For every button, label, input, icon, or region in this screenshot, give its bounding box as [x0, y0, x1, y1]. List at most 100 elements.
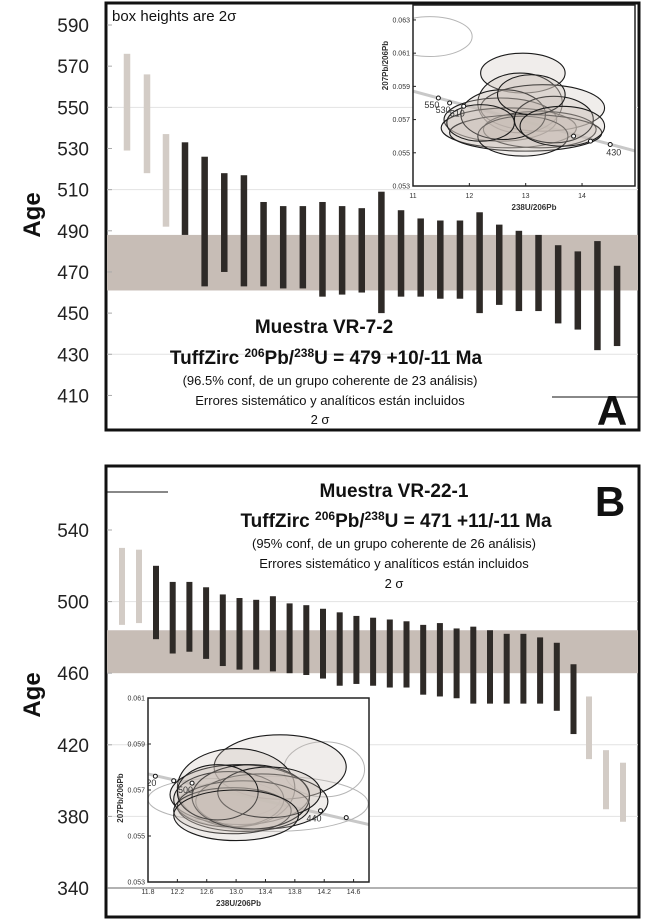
error-ellipse [217, 766, 322, 819]
y-tick-label: 490 [57, 222, 89, 243]
inset-y-tick-label: 0.061 [127, 696, 145, 703]
age-bar-coherent [397, 210, 405, 297]
age-bar-coherent [553, 642, 560, 711]
age-bar-rejected [119, 547, 125, 625]
age-bar-coherent [453, 628, 460, 699]
concordia-age-label: 440 [307, 814, 322, 824]
y-axis-label: Age [19, 672, 46, 717]
result-sup-206: 206 [315, 509, 335, 523]
inset-x-tick-label: 12.6 [200, 889, 214, 896]
result-prefix: TuffZirc [240, 511, 315, 532]
concordia-age-label: 510 [450, 108, 465, 118]
inset-x-tick-label: 12.2 [171, 889, 185, 896]
age-bar-coherent [370, 617, 377, 686]
age-bar-coherent [358, 208, 366, 293]
result-value: U = 471 +11/-11 Ma [385, 511, 552, 532]
concordia-age-marker [447, 100, 453, 106]
concordia-age-label: 500 [178, 785, 193, 795]
result-sup-238: 238 [294, 346, 314, 360]
y-tick-label: 510 [57, 181, 89, 202]
age-bar-coherent [303, 605, 310, 675]
inset-y-tick-label: 0.057 [127, 788, 145, 795]
age-bar-coherent [169, 581, 176, 654]
y-axis: 540 500 460 420 380 340 [57, 521, 638, 900]
confidence-note: (95% conf, de un grupo coherente de 26 a… [252, 536, 536, 551]
age-bar-coherent [594, 241, 601, 351]
y-tick-label: 500 [57, 593, 89, 614]
errors-note: Errores sistemático y analíticos están i… [195, 393, 465, 408]
error-ellipse [519, 105, 606, 147]
inset-x-tick-label: 13.8 [288, 889, 302, 896]
tuffzirc-result: TuffZirc 206Pb/238U = 479 +10/-11 Ma [170, 346, 483, 369]
panel-letter: A [597, 387, 627, 434]
age-bar-coherent [320, 608, 326, 679]
inset-x-axis-label: 238U/206Pb [512, 203, 557, 212]
age-bar-coherent [240, 175, 248, 287]
result-mid: Pb/ [265, 348, 295, 369]
tuffzirc-result: TuffZirc 206Pb/238U = 471 +11/-11 Ma [240, 509, 552, 532]
age-bar-rejected [123, 53, 131, 151]
y-tick-label: 570 [57, 57, 89, 78]
age-bar-coherent [420, 624, 427, 695]
inset-x-tick-label: 14.2 [317, 889, 331, 896]
concordia-age-marker [318, 808, 324, 814]
inset-x-tick-label: 14.6 [347, 889, 361, 896]
age-bar-coherent [613, 265, 621, 347]
sample-title: Muestra VR-22-1 [320, 481, 469, 502]
age-bar-coherent [487, 630, 493, 704]
y-tick-label: 450 [57, 304, 89, 325]
age-bar-coherent [221, 173, 228, 272]
concordia-age-marker [152, 773, 158, 779]
age-bars [119, 547, 626, 822]
sigma-note: 2 σ [311, 412, 330, 427]
age-bar-coherent [476, 212, 483, 314]
age-bar-coherent [319, 201, 326, 297]
panel-letter: B [595, 478, 625, 525]
age-bar-coherent [495, 224, 503, 305]
result-sup-206: 206 [245, 346, 265, 360]
error-ellipse [176, 764, 259, 821]
error-ellipse-rejected [413, 16, 473, 57]
age-bar-coherent [253, 599, 260, 670]
concordia-age-marker [607, 141, 613, 147]
y-tick-label: 540 [57, 521, 89, 542]
age-bar-coherent [338, 206, 346, 295]
y-tick-label: 410 [57, 386, 89, 407]
concordia-age-marker [189, 780, 195, 786]
age-bar-coherent [286, 603, 293, 674]
inset-x-tick-label: 13 [522, 193, 530, 200]
age-bar-coherent [520, 633, 527, 704]
inset-y-tick-label: 0.057 [392, 117, 410, 124]
age-bar-coherent [537, 637, 544, 704]
age-bar-coherent [515, 230, 523, 312]
concordia-inset: 520 500 440 11.8 12.2 12.6 13.0 13.4 13.8 14.2 14.… [116, 696, 370, 908]
age-bar-coherent [417, 218, 424, 297]
result-value: U = 479 +10/-11 Ma [314, 348, 482, 369]
inset-x-axis-label: 238U/206Pb [216, 899, 261, 908]
age-bar-rejected [586, 696, 592, 760]
age-bar-coherent [299, 206, 307, 289]
inset-x-tick-label: 13.4 [259, 889, 273, 896]
age-bar-coherent [574, 251, 582, 330]
age-bar-coherent [336, 612, 343, 686]
error-ellipse [446, 104, 515, 142]
y-tick-label: 380 [57, 807, 89, 828]
error-ellipse [460, 89, 546, 141]
age-bar-coherent [279, 206, 287, 289]
inset-plot: 520 500 440 [148, 734, 369, 842]
y-tick-label: 430 [57, 345, 89, 366]
y-tick-label: 420 [57, 736, 89, 757]
inset-x-tick-label: 13.0 [229, 889, 243, 896]
age-bar-coherent [236, 598, 243, 670]
inset-x-tick-label: 14 [578, 193, 586, 200]
concordia-age-marker [435, 95, 441, 101]
inset-y-tick-label: 0.053 [127, 880, 145, 887]
y-tick-label: 550 [57, 98, 89, 119]
age-bar-coherent [437, 220, 444, 299]
concordia-age-marker [571, 133, 577, 139]
error-ellipse [173, 789, 300, 842]
y-tick-label: 530 [57, 139, 89, 160]
age-bar-rejected [162, 134, 170, 227]
